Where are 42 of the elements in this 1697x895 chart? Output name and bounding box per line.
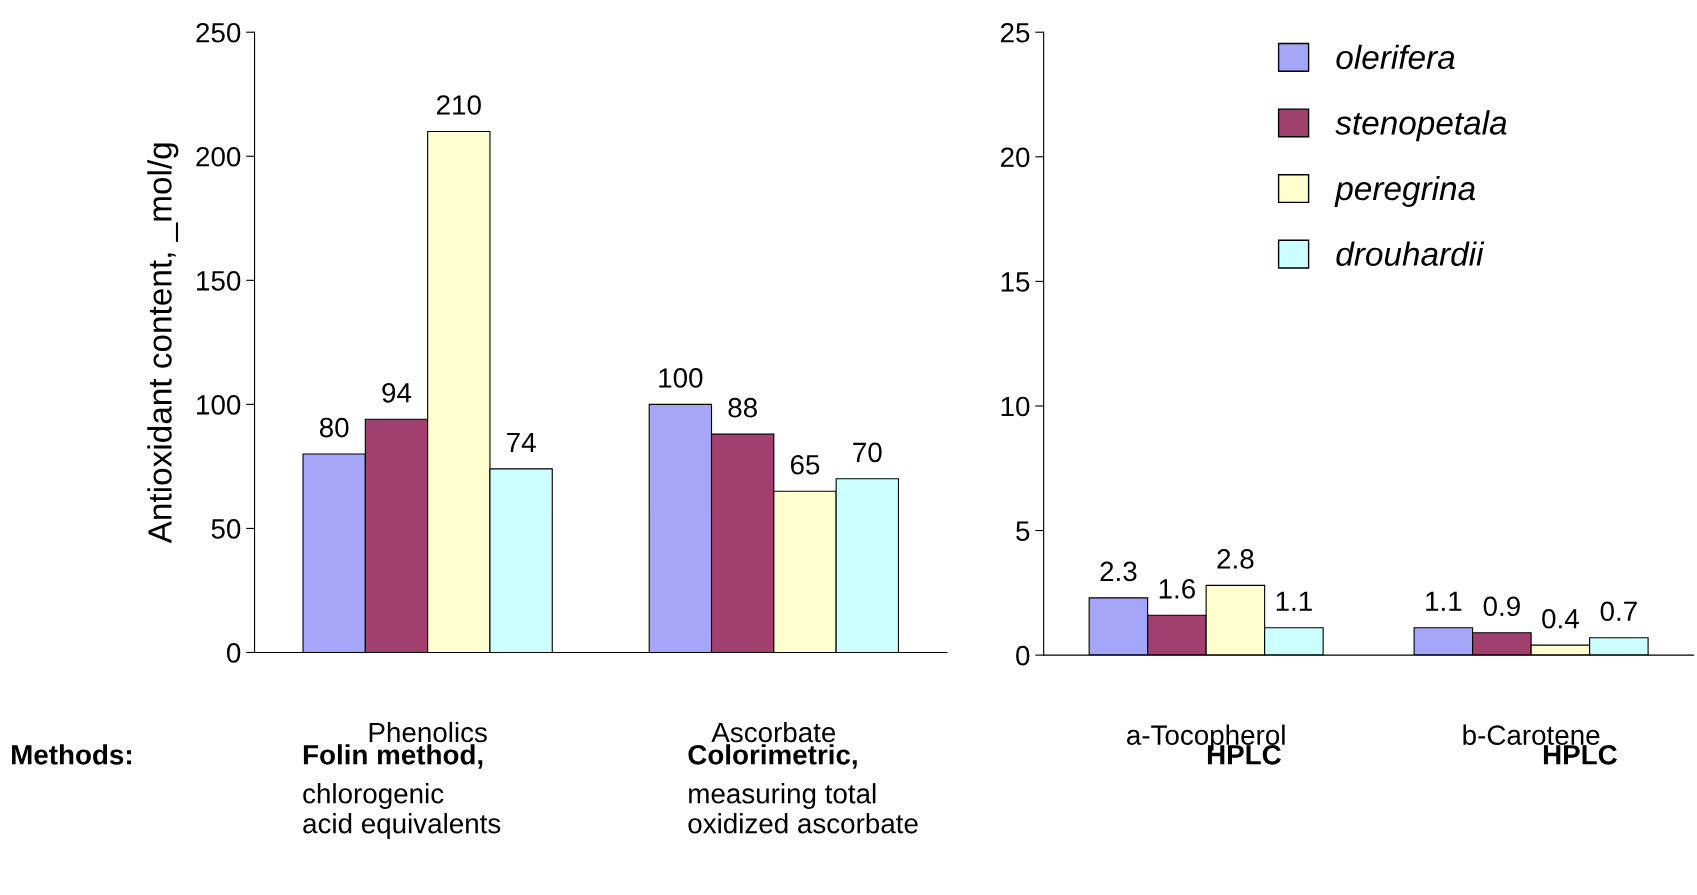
y-tick-label: 20 [1000, 147, 1030, 168]
y-tick-label: 5 [1016, 521, 1030, 541]
data-label: 88 [728, 397, 757, 418]
text: chlorogenic acid equivalents [303, 783, 501, 839]
y-tick-label: 200 [196, 146, 241, 167]
data-label: 94 [382, 382, 412, 403]
x-tick-label: Phenolics [369, 721, 487, 743]
x-tick-label: Ascorbate [711, 721, 836, 743]
text: Colorimetric, [688, 744, 857, 769]
text: Folin method, [303, 744, 483, 769]
data-label: 70 [853, 442, 882, 463]
y-tick-label: 15 [1001, 272, 1030, 292]
y-tick-label: 250 [196, 22, 241, 43]
data-label: 0.9 [1483, 596, 1520, 617]
y-tick-label: 150 [197, 270, 241, 291]
data-label: 74 [507, 432, 536, 452]
y-tick-label: 0 [1016, 645, 1030, 666]
y-tick-label: 0 [226, 643, 241, 663]
data-label: 80 [319, 417, 349, 438]
data-label: 0.4 [1542, 608, 1579, 629]
legend-label: drouhardii [1336, 241, 1485, 266]
data-label: 65 [790, 454, 820, 475]
data-label: 210 [437, 95, 481, 115]
data-label: 2.3 [1100, 561, 1137, 582]
text: HPLC [1543, 744, 1617, 765]
legend-label: peregrina [1334, 175, 1475, 207]
data-label: 1.1 [1426, 591, 1462, 611]
data-label: 100 [659, 368, 703, 388]
data-label: 1.1 [1276, 591, 1312, 611]
legend-label: stenopetala [1335, 110, 1507, 142]
data-label: 1.6 [1159, 579, 1195, 599]
y-tick-label: 10 [1001, 396, 1030, 417]
y-tick-label: 50 [211, 519, 241, 539]
data-label: 0.7 [1600, 601, 1637, 622]
text: measuring total oxidized ascorbate [688, 783, 918, 834]
x-tick-label: b-Carotene [1463, 724, 1600, 745]
legend-label: olerifera [1336, 44, 1455, 70]
y-axis-title: Antioxidant content, _mol/g [147, 143, 179, 544]
data-label: 2.8 [1217, 549, 1254, 569]
y-tick-label: 25 [1000, 22, 1030, 43]
text: Methods: [12, 744, 131, 765]
y-tick-label: 100 [197, 395, 241, 415]
